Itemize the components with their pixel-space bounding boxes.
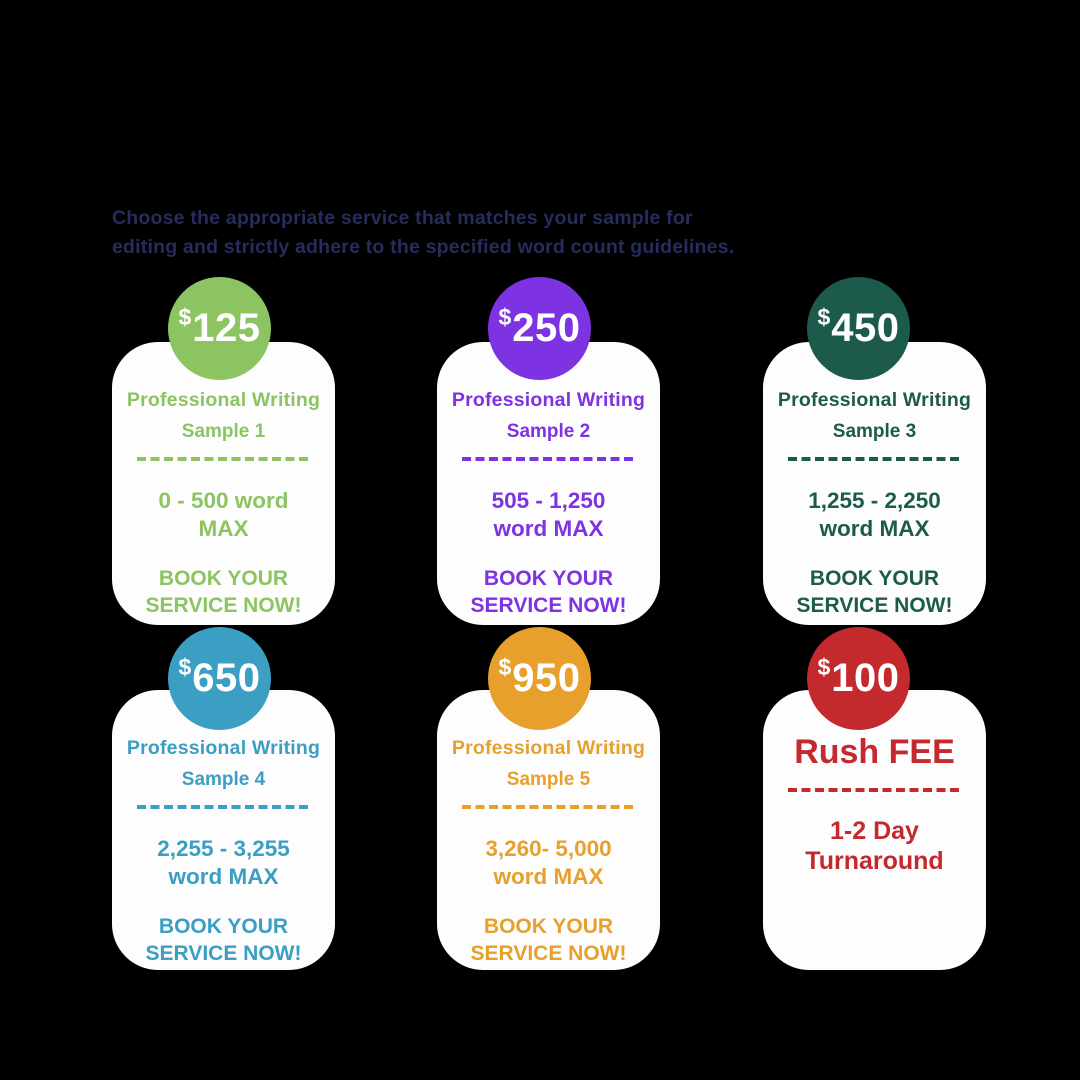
price-badge: $650 [168,627,271,730]
turnaround-line-1: 1-2 Day [830,816,919,845]
pricing-card: Rush FEE 1-2 Day Turnaround [763,690,986,970]
book-service-cta[interactable]: BOOK YOUR SERVICE NOW! [797,565,953,620]
rush-fee-title: Rush FEE [794,733,955,771]
price-currency: $ [498,654,512,680]
intro-text: Choose the appropriate service that matc… [112,204,772,262]
sample-label: Sample 1 [181,421,266,442]
price-badge: $100 [807,627,910,730]
pricing-card: Professional Writing Sample 5 3,260- 5,0… [437,690,660,970]
book-service-cta[interactable]: BOOK YOUR SERVICE NOW! [146,913,302,968]
word-range-line-1: 1,255 - 2,250 [808,487,941,513]
word-range-line-1: 3,260- 5,000 [485,835,612,861]
card-title: Professional Writing [126,389,321,411]
cta-line-2: SERVICE NOW! [145,594,302,617]
sample-label: Sample 5 [506,769,591,790]
price-currency: $ [178,654,192,680]
price-badge: $250 [488,277,591,380]
price-currency: $ [817,654,831,680]
cta-line-1: BOOK YOUR [809,566,940,590]
pricing-card: Professional Writing Sample 4 2,255 - 3,… [112,690,335,970]
dashed-divider [136,805,311,809]
price-currency: $ [178,304,192,330]
dashed-divider [787,457,962,461]
word-range-line-2: word MAX [493,863,604,889]
cta-line-2: SERVICE NOW! [796,594,953,617]
word-range-line-1: 505 - 1,250 [491,487,606,513]
pricing-card: Professional Writing Sample 1 0 - 500 wo… [112,342,335,625]
cta-line-1: BOOK YOUR [158,566,289,590]
card-title: Professional Writing [777,389,972,411]
sample-label: Sample 3 [832,421,917,442]
book-service-cta[interactable]: BOOK YOUR SERVICE NOW! [471,913,627,968]
dashed-divider [787,788,962,792]
turnaround-text: 1-2 Day Turnaround [805,816,943,876]
word-count-range: 505 - 1,250 word MAX [492,487,606,543]
word-count-range: 0 - 500 word MAX [158,487,288,543]
price-currency: $ [498,304,512,330]
price-badge: $950 [488,627,591,730]
price-value: 450 [831,306,900,350]
price-value: 950 [512,656,581,700]
sample-label: Sample 4 [181,769,266,790]
cta-line-2: SERVICE NOW! [470,594,627,617]
price-value: 650 [192,656,261,700]
word-range-line-2: word MAX [493,515,604,541]
sample-label: Sample 2 [506,421,591,442]
word-count-range: 2,255 - 3,255 word MAX [157,835,290,891]
cta-line-2: SERVICE NOW! [145,942,302,965]
turnaround-line-2: Turnaround [805,846,944,875]
word-range-line-1: 2,255 - 3,255 [157,835,290,861]
word-range-line-1: 0 - 500 word [158,487,289,513]
intro-line-2: editing and strictly adhere to the speci… [112,236,735,258]
dashed-divider [461,457,636,461]
pricing-card: Professional Writing Sample 3 1,255 - 2,… [763,342,986,625]
cta-line-1: BOOK YOUR [158,914,289,938]
cta-line-2: SERVICE NOW! [470,942,627,965]
word-count-range: 1,255 - 2,250 word MAX [808,487,941,543]
dashed-divider [136,457,311,461]
price-value: 125 [192,306,261,350]
price-currency: $ [817,304,831,330]
price-value: 250 [512,306,581,350]
price-value: 100 [831,656,900,700]
book-service-cta[interactable]: BOOK YOUR SERVICE NOW! [471,565,627,620]
card-title: Professional Writing [451,737,646,759]
card-title: Professional Writing [451,389,646,411]
book-service-cta[interactable]: BOOK YOUR SERVICE NOW! [146,565,302,620]
cta-line-1: BOOK YOUR [483,566,614,590]
cta-line-1: BOOK YOUR [483,914,614,938]
word-range-line-2: word MAX [168,863,279,889]
intro-line-1: Choose the appropriate service that matc… [112,207,693,229]
word-range-line-2: word MAX [819,515,930,541]
dashed-divider [461,805,636,809]
price-badge: $125 [168,277,271,380]
price-badge: $450 [807,277,910,380]
pricing-card: Professional Writing Sample 2 505 - 1,25… [437,342,660,625]
word-count-range: 3,260- 5,000 word MAX [485,835,611,891]
card-title: Professional Writing [126,737,321,759]
word-range-line-2: MAX [198,515,249,541]
